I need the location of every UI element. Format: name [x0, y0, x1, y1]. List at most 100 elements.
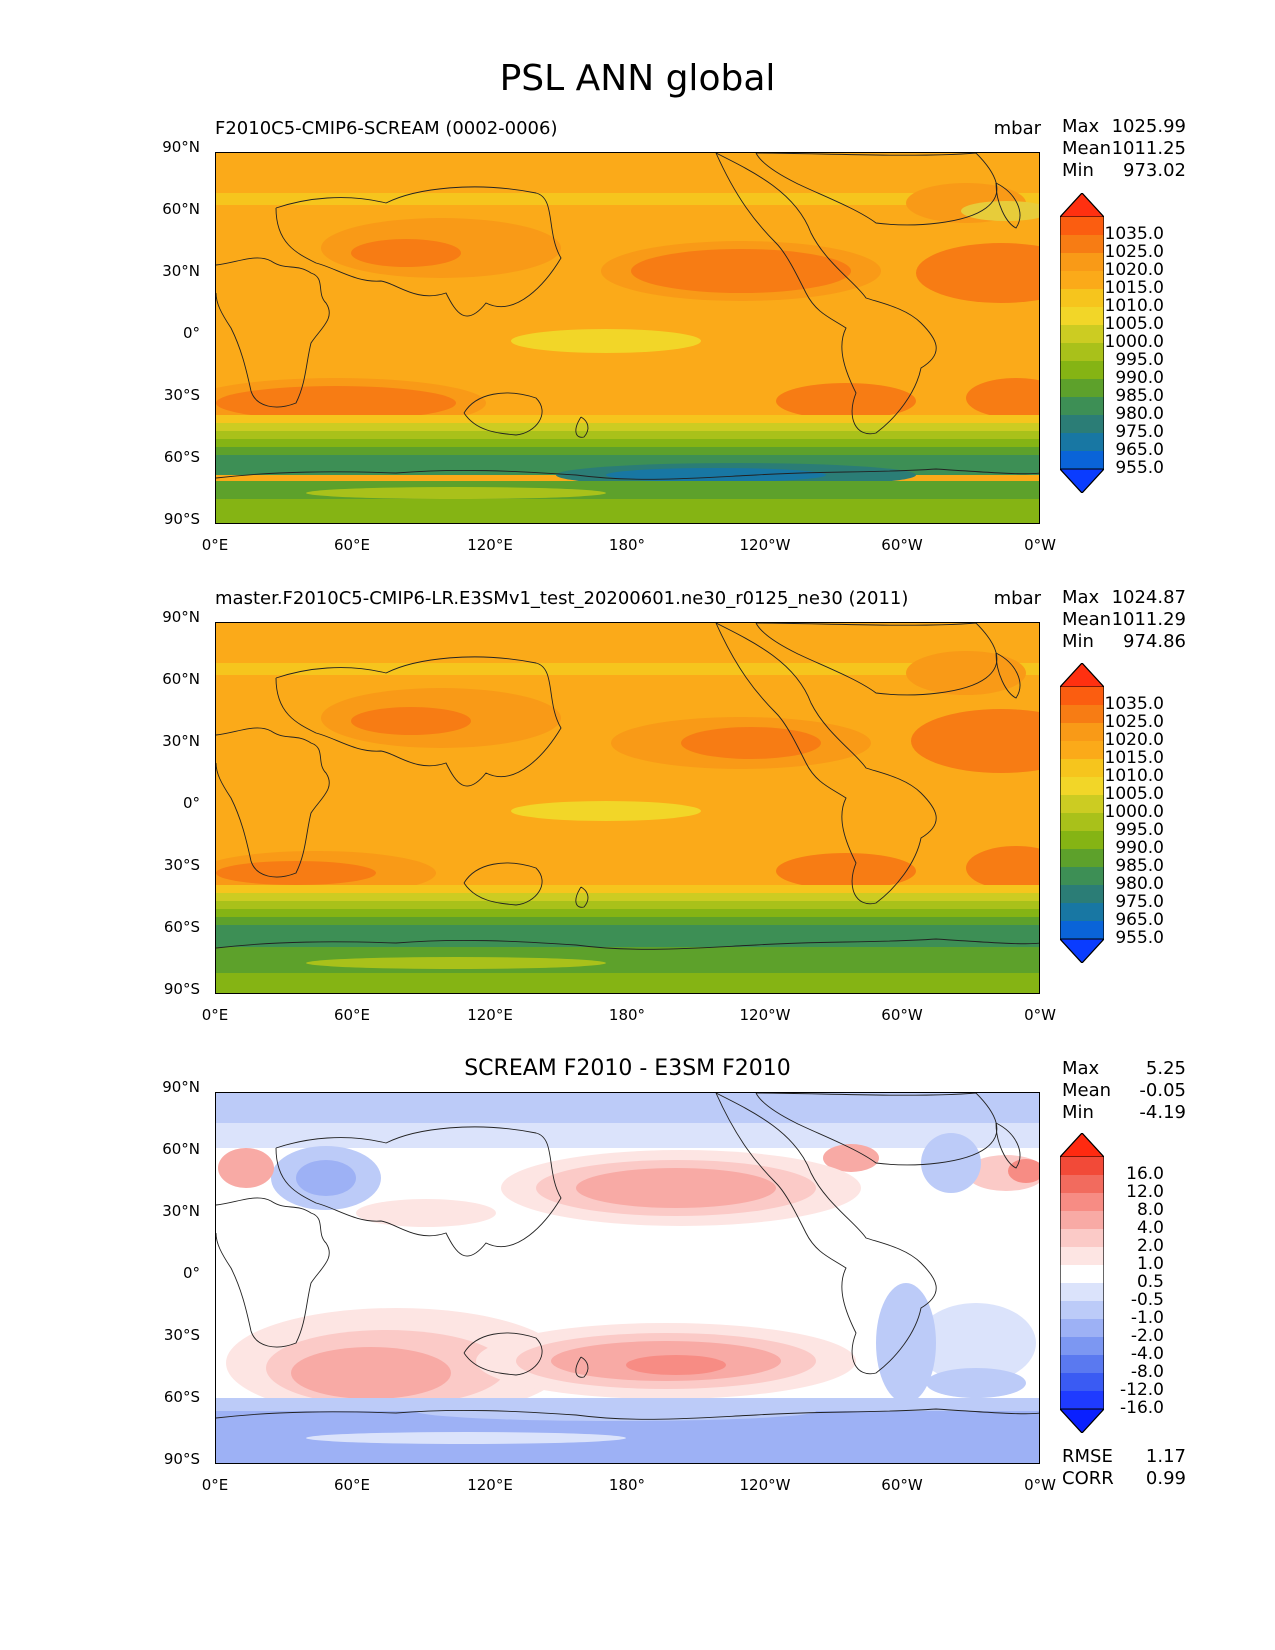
- stat-label: Min: [1062, 631, 1094, 652]
- panel-3-colorbar: [1060, 1133, 1104, 1433]
- x-tick-label: 120°E: [467, 536, 513, 554]
- panel-1-stats: Max 1025.99 Mean 1011.25 Min 973.02: [1062, 116, 1192, 182]
- colorbar-extend-top: [1060, 1133, 1104, 1158]
- colorbar-tick-label: -16.0: [1120, 1398, 1164, 1418]
- colorbar-segment: [1060, 1373, 1104, 1392]
- colorbar-segment: [1060, 1247, 1104, 1266]
- x-tick-label: 0°W: [1024, 1476, 1056, 1494]
- panel-3-metrics: RMSE 1.17 CORR 0.99: [1062, 1446, 1192, 1490]
- stat-label: Mean: [1062, 609, 1112, 630]
- x-tick-label: 0°E: [201, 1006, 229, 1024]
- x-tick-label: 60°E: [333, 1476, 371, 1494]
- colorbar-tick-label: 985.0: [1115, 386, 1164, 406]
- colorbar-tick-label: 1020.0: [1104, 260, 1164, 280]
- colorbar-tick-label: 975.0: [1115, 892, 1164, 912]
- y-tick-label: 60°S: [163, 918, 200, 936]
- panel-3-map: [215, 1092, 1040, 1464]
- colorbar-tick-label: 1000.0: [1104, 802, 1164, 822]
- colorbar-tick-label: 1.0: [1136, 1254, 1164, 1274]
- colorbar-segment: [1060, 1319, 1104, 1338]
- colorbar-tick-label: 995.0: [1115, 820, 1164, 840]
- corr-value: 0.99: [1145, 1468, 1186, 1489]
- panel-1-map: [215, 152, 1040, 524]
- x-tick-label: 0°W: [1024, 536, 1056, 554]
- stat-mean: 1011.25: [1111, 138, 1186, 159]
- colorbar-segment: [1060, 885, 1104, 904]
- rmse-value: 1.17: [1145, 1446, 1186, 1467]
- x-tick-label: 120°E: [467, 1476, 513, 1494]
- panel-3-field: [216, 1093, 1039, 1463]
- colorbar-tick-label: 1015.0: [1104, 748, 1164, 768]
- colorbar-segment: [1060, 741, 1104, 760]
- y-tick-label: 60°N: [162, 200, 200, 218]
- y-tick-label: 30°S: [163, 1326, 200, 1344]
- stat-mean: 1011.29: [1111, 609, 1186, 630]
- y-tick-label: 90°S: [163, 1450, 200, 1468]
- colorbar-tick-label: 980.0: [1115, 874, 1164, 894]
- colorbar-tick-label: 955.0: [1115, 458, 1164, 478]
- coastlines: [216, 153, 1039, 480]
- x-tick-label: 180°: [608, 1476, 646, 1494]
- colorbar-segment: [1060, 325, 1104, 344]
- colorbar-tick-label: -4.0: [1130, 1344, 1164, 1364]
- y-tick-label: 90°N: [162, 1078, 200, 1096]
- colorbar-segment: [1060, 397, 1104, 416]
- colorbar-segment: [1060, 1157, 1104, 1176]
- x-tick-label: 0°E: [201, 536, 229, 554]
- colorbar-segment: [1060, 849, 1104, 868]
- colorbar-segment: [1060, 867, 1104, 886]
- stat-label: Min: [1062, 160, 1094, 181]
- x-tick-label: 60°E: [333, 1006, 371, 1024]
- colorbar-tick-label: 995.0: [1115, 350, 1164, 370]
- colorbar-segment: [1060, 1229, 1104, 1248]
- colorbar-segment: [1060, 379, 1104, 398]
- x-tick-label: 180°: [608, 536, 646, 554]
- y-tick-label: 90°N: [162, 138, 200, 156]
- colorbar-segment: [1060, 705, 1104, 724]
- colorbar-tick-label: 1020.0: [1104, 730, 1164, 750]
- stat-max: 1025.99: [1111, 116, 1186, 137]
- colorbar-segment: [1060, 289, 1104, 308]
- colorbar-tick-label: 990.0: [1115, 368, 1164, 388]
- colorbar-tick-label: 1010.0: [1104, 766, 1164, 786]
- colorbar-segment: [1060, 1211, 1104, 1230]
- panel-2-stats: Max 1024.87 Mean 1011.29 Min 974.86: [1062, 587, 1192, 653]
- colorbar-segment: [1060, 343, 1104, 362]
- y-tick-label: 60°S: [163, 448, 200, 466]
- colorbar-segment: [1060, 1175, 1104, 1194]
- colorbar-segment: [1060, 1337, 1104, 1356]
- y-tick-label: 60°S: [163, 1388, 200, 1406]
- colorbar-segment: [1060, 271, 1104, 290]
- colorbar-tick-label: 4.0: [1136, 1218, 1164, 1238]
- y-tick-label: 90°N: [162, 608, 200, 626]
- colorbar-segment: [1060, 831, 1104, 850]
- colorbar-tick-label: 2.0: [1136, 1236, 1164, 1256]
- stat-max: 5.25: [1145, 1058, 1186, 1079]
- colorbar-tick-label: 1000.0: [1104, 332, 1164, 352]
- panel-1-units: mbar: [993, 118, 1041, 139]
- stat-label: Max: [1062, 116, 1100, 137]
- colorbar-tick-label: -2.0: [1130, 1326, 1164, 1346]
- colorbar-segment: [1060, 433, 1104, 452]
- y-tick-label: 30°N: [162, 732, 200, 750]
- colorbar-segment: [1060, 1265, 1104, 1284]
- colorbar-tick-label: 0.5: [1136, 1272, 1164, 1292]
- x-tick-label: 0°W: [1024, 1006, 1056, 1024]
- colorbar-segment: [1060, 1301, 1104, 1320]
- x-tick-label: 60°W: [881, 1476, 923, 1494]
- stat-max: 1024.87: [1111, 587, 1186, 608]
- stat-min: -4.19: [1139, 1102, 1186, 1123]
- colorbar-tick-label: 1025.0: [1104, 242, 1164, 262]
- colorbar-segment: [1060, 921, 1104, 940]
- colorbar-segment: [1060, 759, 1104, 778]
- colorbar-tick-label: 955.0: [1115, 928, 1164, 948]
- colorbar-tick-label: 8.0: [1136, 1200, 1164, 1220]
- y-tick-label: 0°: [182, 324, 200, 342]
- colorbar-extend-top: [1060, 663, 1104, 688]
- colorbar-tick-label: 1025.0: [1104, 712, 1164, 732]
- colorbar-segment: [1060, 903, 1104, 922]
- colorbar-segment: [1060, 687, 1104, 706]
- x-tick-label: 120°W: [739, 1476, 791, 1494]
- coastlines: [216, 623, 1039, 950]
- colorbar-tick-label: 1035.0: [1104, 694, 1164, 714]
